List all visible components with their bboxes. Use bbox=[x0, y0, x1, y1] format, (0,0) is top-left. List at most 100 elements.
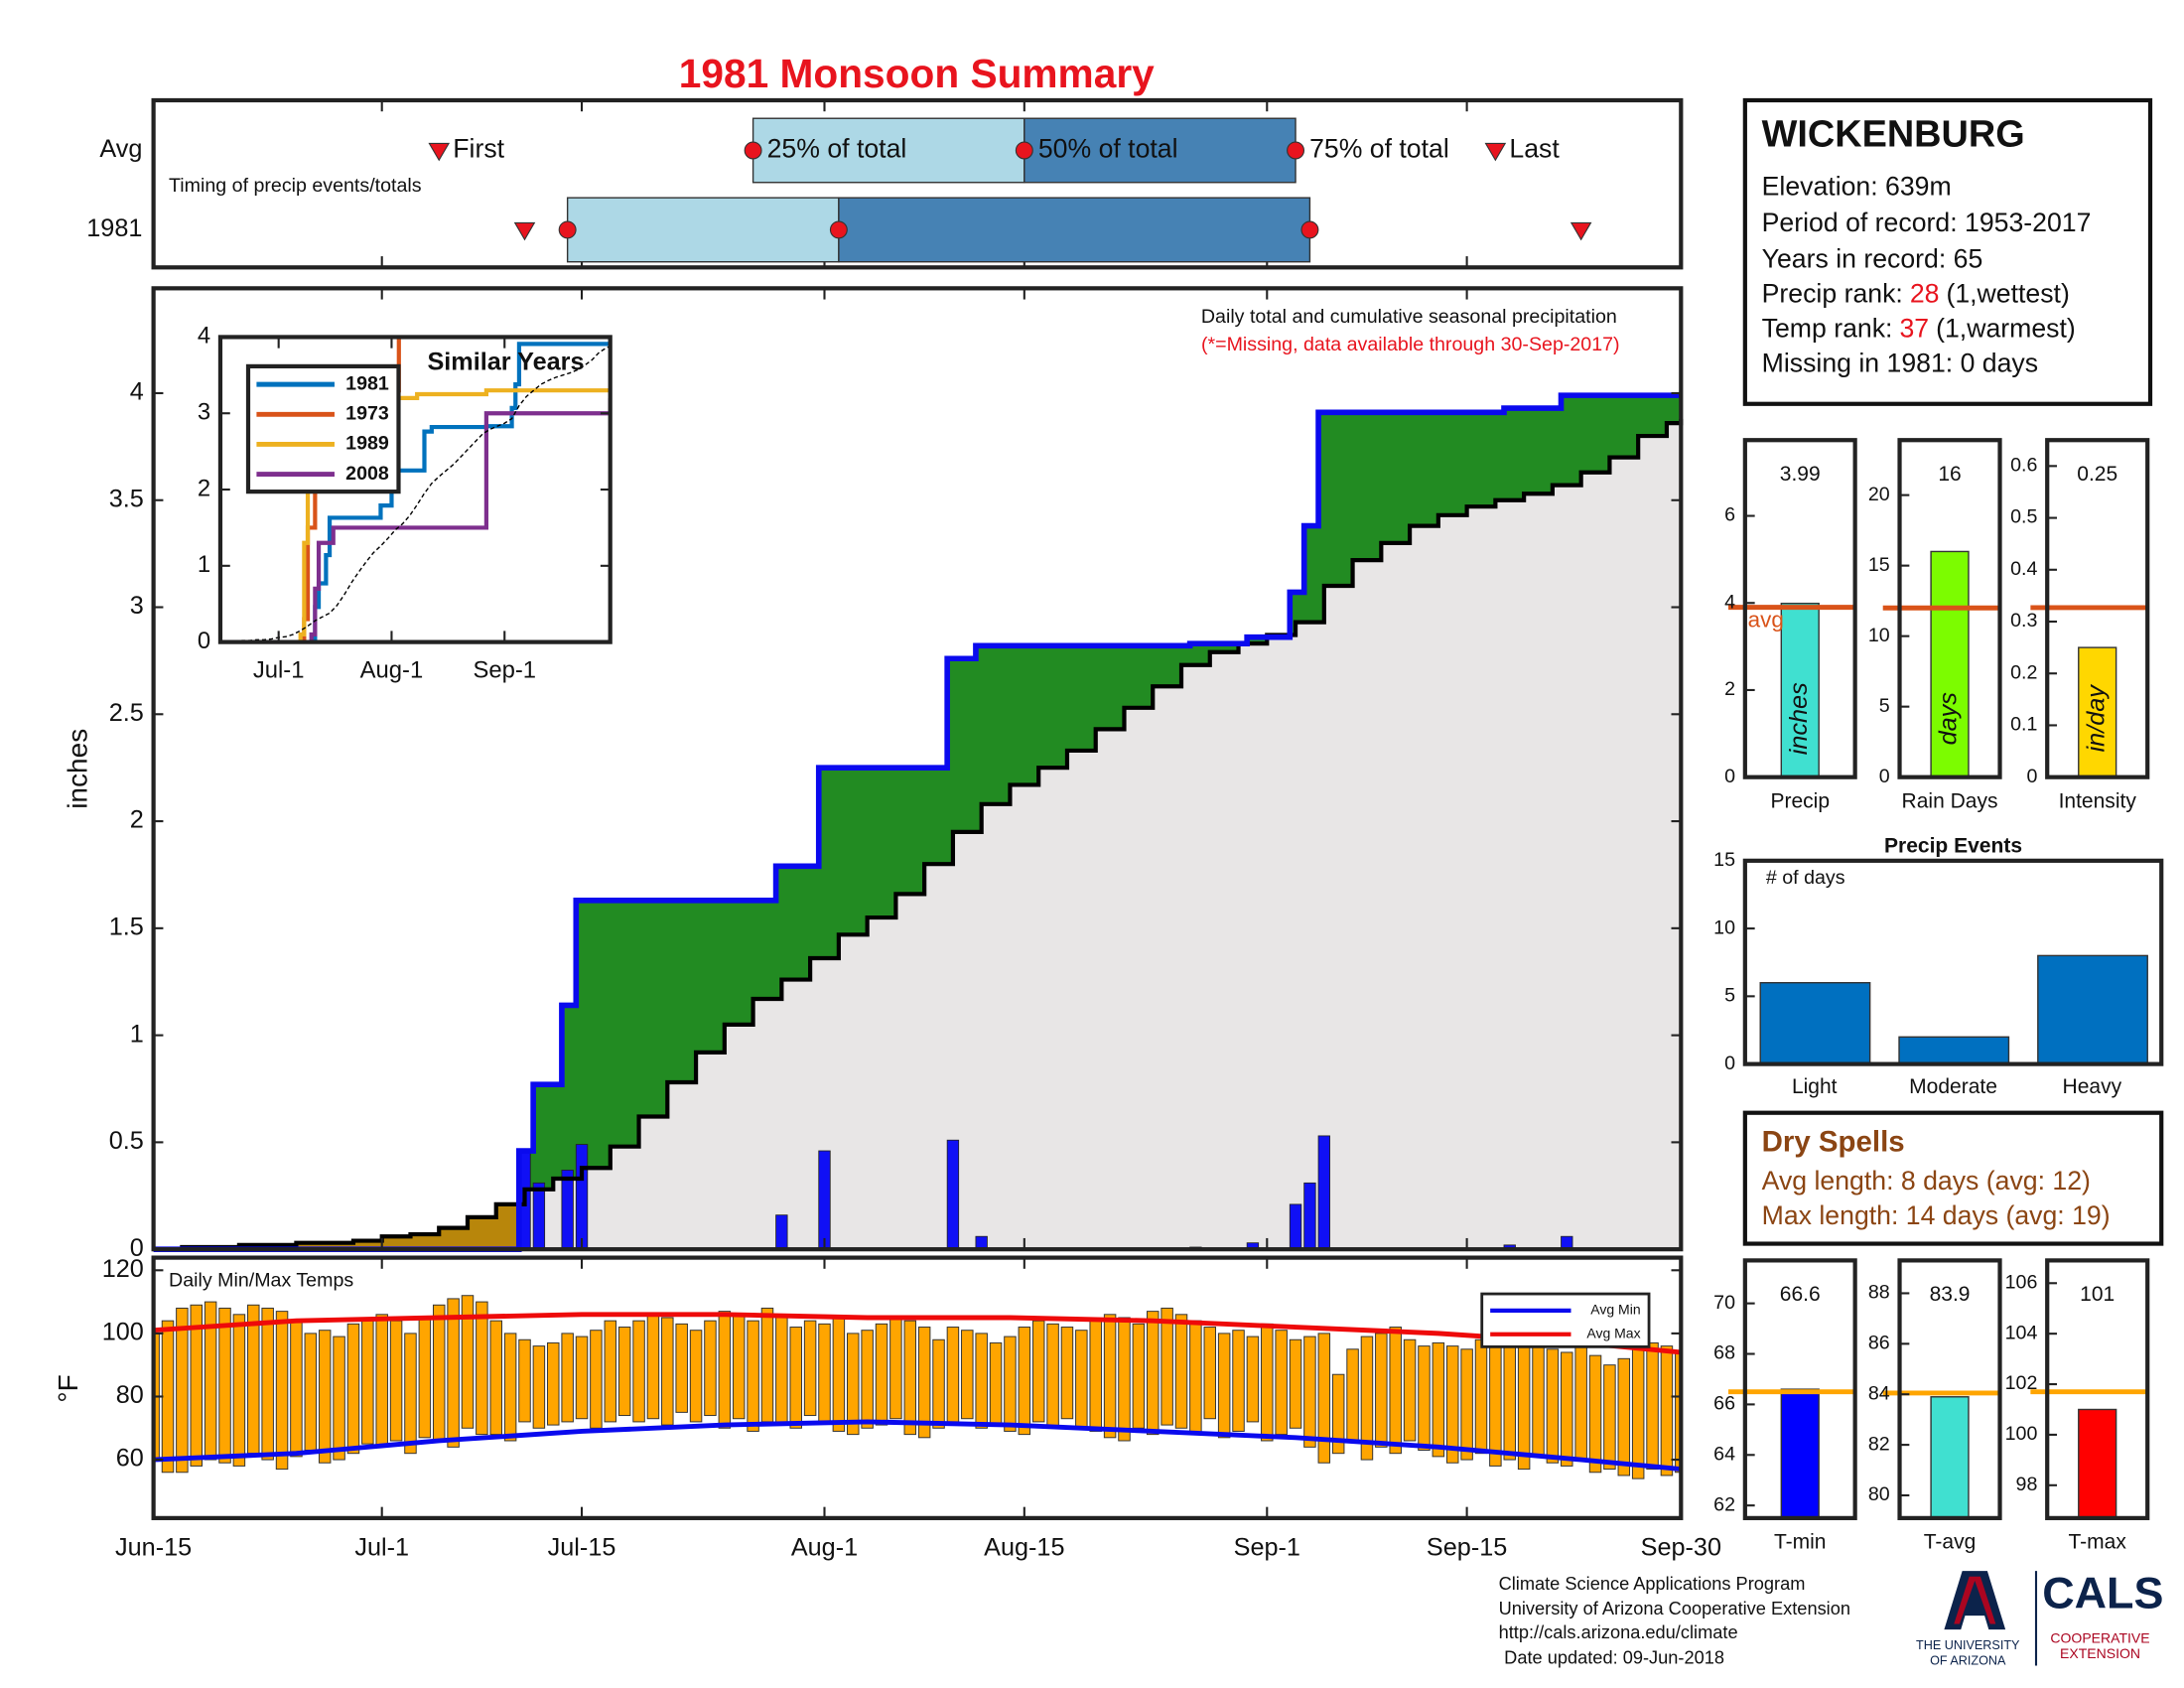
station-elevation: Elevation: 639m bbox=[1762, 171, 1952, 201]
temp-bar bbox=[847, 1333, 860, 1436]
stat-value-label: 101 bbox=[2080, 1283, 2115, 1306]
temp-bar bbox=[190, 1304, 204, 1467]
temp-bar bbox=[875, 1323, 888, 1426]
plot-frame bbox=[1897, 1258, 2002, 1520]
temp-bar bbox=[518, 1338, 531, 1423]
average-area bbox=[153, 418, 1682, 1250]
temp-bar bbox=[1203, 1327, 1217, 1420]
temp-bar bbox=[575, 1336, 589, 1420]
temp-bar bbox=[1403, 1338, 1417, 1442]
x-tick-label: Sep-1 bbox=[1234, 1533, 1300, 1561]
temp-rank-label: Temp rank: bbox=[1762, 313, 1893, 343]
y-tick-label: 0.5 bbox=[2010, 506, 2037, 528]
y-axis-label: °F bbox=[53, 1374, 83, 1402]
y-tick-label: 80 bbox=[116, 1381, 144, 1409]
temp-bar bbox=[489, 1320, 502, 1436]
temp-rank-note: (1,warmest) bbox=[1936, 313, 2076, 343]
temp-bar bbox=[547, 1341, 560, 1426]
temp-bar bbox=[889, 1317, 902, 1420]
timing-box-dark bbox=[1024, 117, 1297, 184]
x-tick-label: Jun-15 bbox=[115, 1533, 192, 1561]
y-tick-label: 0 bbox=[1724, 766, 1735, 787]
similar-title: Similar Years bbox=[427, 349, 584, 376]
temp-bar bbox=[290, 1320, 303, 1458]
plot-frame bbox=[1742, 858, 2164, 1066]
temp-bar bbox=[275, 1311, 289, 1471]
average-temp-line bbox=[153, 1312, 1682, 1355]
temp-bar bbox=[418, 1317, 432, 1439]
plot-frame bbox=[151, 1255, 1684, 1520]
temp-bar bbox=[989, 1341, 1003, 1426]
temp-bar bbox=[1574, 1345, 1587, 1461]
precip-rank-value: 28 bbox=[1910, 278, 1940, 308]
x-tick-label: Jul-1 bbox=[354, 1533, 409, 1561]
temp-rank: Temp rank: 37 (1,warmest) bbox=[1762, 313, 2076, 343]
logo-cals: CALS bbox=[2042, 1567, 2163, 1618]
y-tick-label: 3 bbox=[198, 399, 210, 426]
temp-bar bbox=[1588, 1354, 1602, 1474]
temp-bar bbox=[1603, 1364, 1616, 1471]
daily-bar bbox=[1303, 1182, 1316, 1250]
y-tick-label: 5 bbox=[1879, 695, 1890, 717]
temp-bar bbox=[404, 1333, 417, 1455]
y-tick-label: 60 bbox=[116, 1445, 144, 1473]
station-panel bbox=[1742, 97, 2153, 406]
temp-bar bbox=[461, 1295, 475, 1429]
temp-bar bbox=[1232, 1330, 1245, 1432]
temp-bar bbox=[176, 1307, 189, 1474]
x-tick-label: Aug-15 bbox=[984, 1533, 1064, 1561]
y-tick-label: 0.1 bbox=[2010, 714, 2037, 736]
timing-triangle bbox=[513, 221, 536, 241]
cumulative-line bbox=[153, 392, 1682, 1252]
timing-marker-label: 25% of total bbox=[767, 134, 907, 164]
stat-category: T-max bbox=[2069, 1531, 2127, 1554]
plot-frame bbox=[151, 286, 1684, 1252]
stat-bar bbox=[2078, 646, 2117, 778]
daily-bar bbox=[946, 1139, 960, 1250]
temp-bar bbox=[1331, 1373, 1345, 1455]
temp-bar bbox=[447, 1298, 460, 1448]
temp-bar bbox=[1046, 1323, 1059, 1429]
y-tick-label: 98 bbox=[2016, 1474, 2038, 1495]
temp-bar bbox=[1275, 1330, 1288, 1436]
stat-unit-label: in/day bbox=[2082, 684, 2110, 753]
daily-bar bbox=[1317, 1135, 1330, 1250]
temp-bar bbox=[1360, 1336, 1374, 1461]
temp-bar bbox=[932, 1338, 945, 1429]
timing-dot bbox=[1287, 141, 1305, 160]
temp-bar bbox=[818, 1323, 831, 1423]
stat-value-label: 83.9 bbox=[1930, 1283, 1971, 1306]
x-tick-label: Aug-1 bbox=[791, 1533, 858, 1561]
station-missing: Missing in 1981: 0 days bbox=[1762, 349, 2038, 378]
y-tick-label: 3.5 bbox=[109, 485, 144, 512]
temp-bar bbox=[532, 1345, 546, 1429]
temp-bar bbox=[718, 1311, 732, 1429]
temp-bar bbox=[1189, 1320, 1202, 1436]
temp-bar bbox=[503, 1333, 517, 1442]
temp-bar bbox=[218, 1307, 231, 1464]
y-tick-label: 1 bbox=[198, 551, 210, 578]
temp-bar bbox=[617, 1327, 631, 1417]
x-tick-label: Aug-1 bbox=[360, 656, 424, 683]
dry-spells-avg: Avg length: 8 days (avg: 12) bbox=[1762, 1166, 2091, 1196]
timing-triangle bbox=[1570, 221, 1592, 241]
y-tick-label: 3 bbox=[130, 592, 144, 620]
temp-bar bbox=[747, 1320, 759, 1432]
y-tick-label: 0 bbox=[1724, 1053, 1735, 1074]
temp-bar bbox=[1147, 1311, 1160, 1436]
temp-bar bbox=[789, 1327, 802, 1429]
average-temp-line bbox=[153, 1419, 1682, 1473]
dry-spells-max: Max length: 14 days (avg: 19) bbox=[1762, 1200, 2111, 1230]
y-tick-label: 2 bbox=[198, 475, 210, 501]
timing-marker-label: First bbox=[453, 134, 504, 164]
y-tick-label: 70 bbox=[1713, 1292, 1735, 1314]
temp-bar bbox=[1261, 1323, 1274, 1442]
y-tick-label: 86 bbox=[1868, 1333, 1890, 1354]
stat-value-label: 0.25 bbox=[2077, 463, 2117, 486]
temp-bar bbox=[704, 1320, 717, 1417]
y-tick-label: 10 bbox=[1713, 916, 1735, 938]
temp-bar bbox=[975, 1333, 988, 1429]
footer-line: Date updated: 09-Jun-2018 bbox=[1504, 1646, 1724, 1667]
timing-marker-label: 75% of total bbox=[1309, 134, 1449, 164]
